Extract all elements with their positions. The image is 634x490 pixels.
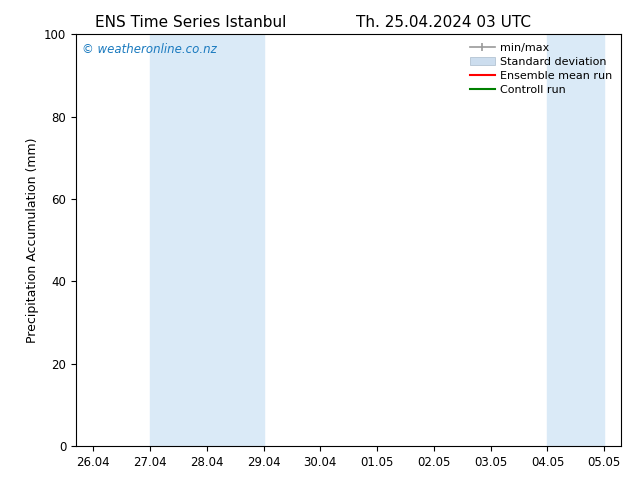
- Text: ENS Time Series Istanbul: ENS Time Series Istanbul: [94, 15, 286, 30]
- Text: Th. 25.04.2024 03 UTC: Th. 25.04.2024 03 UTC: [356, 15, 531, 30]
- Bar: [150, 34, 264, 446]
- Text: © weatheronline.co.nz: © weatheronline.co.nz: [82, 43, 216, 55]
- Y-axis label: Precipitation Accumulation (mm): Precipitation Accumulation (mm): [25, 137, 39, 343]
- Bar: [548, 34, 604, 446]
- Legend: min/max, Standard deviation, Ensemble mean run, Controll run: min/max, Standard deviation, Ensemble me…: [467, 40, 616, 98]
